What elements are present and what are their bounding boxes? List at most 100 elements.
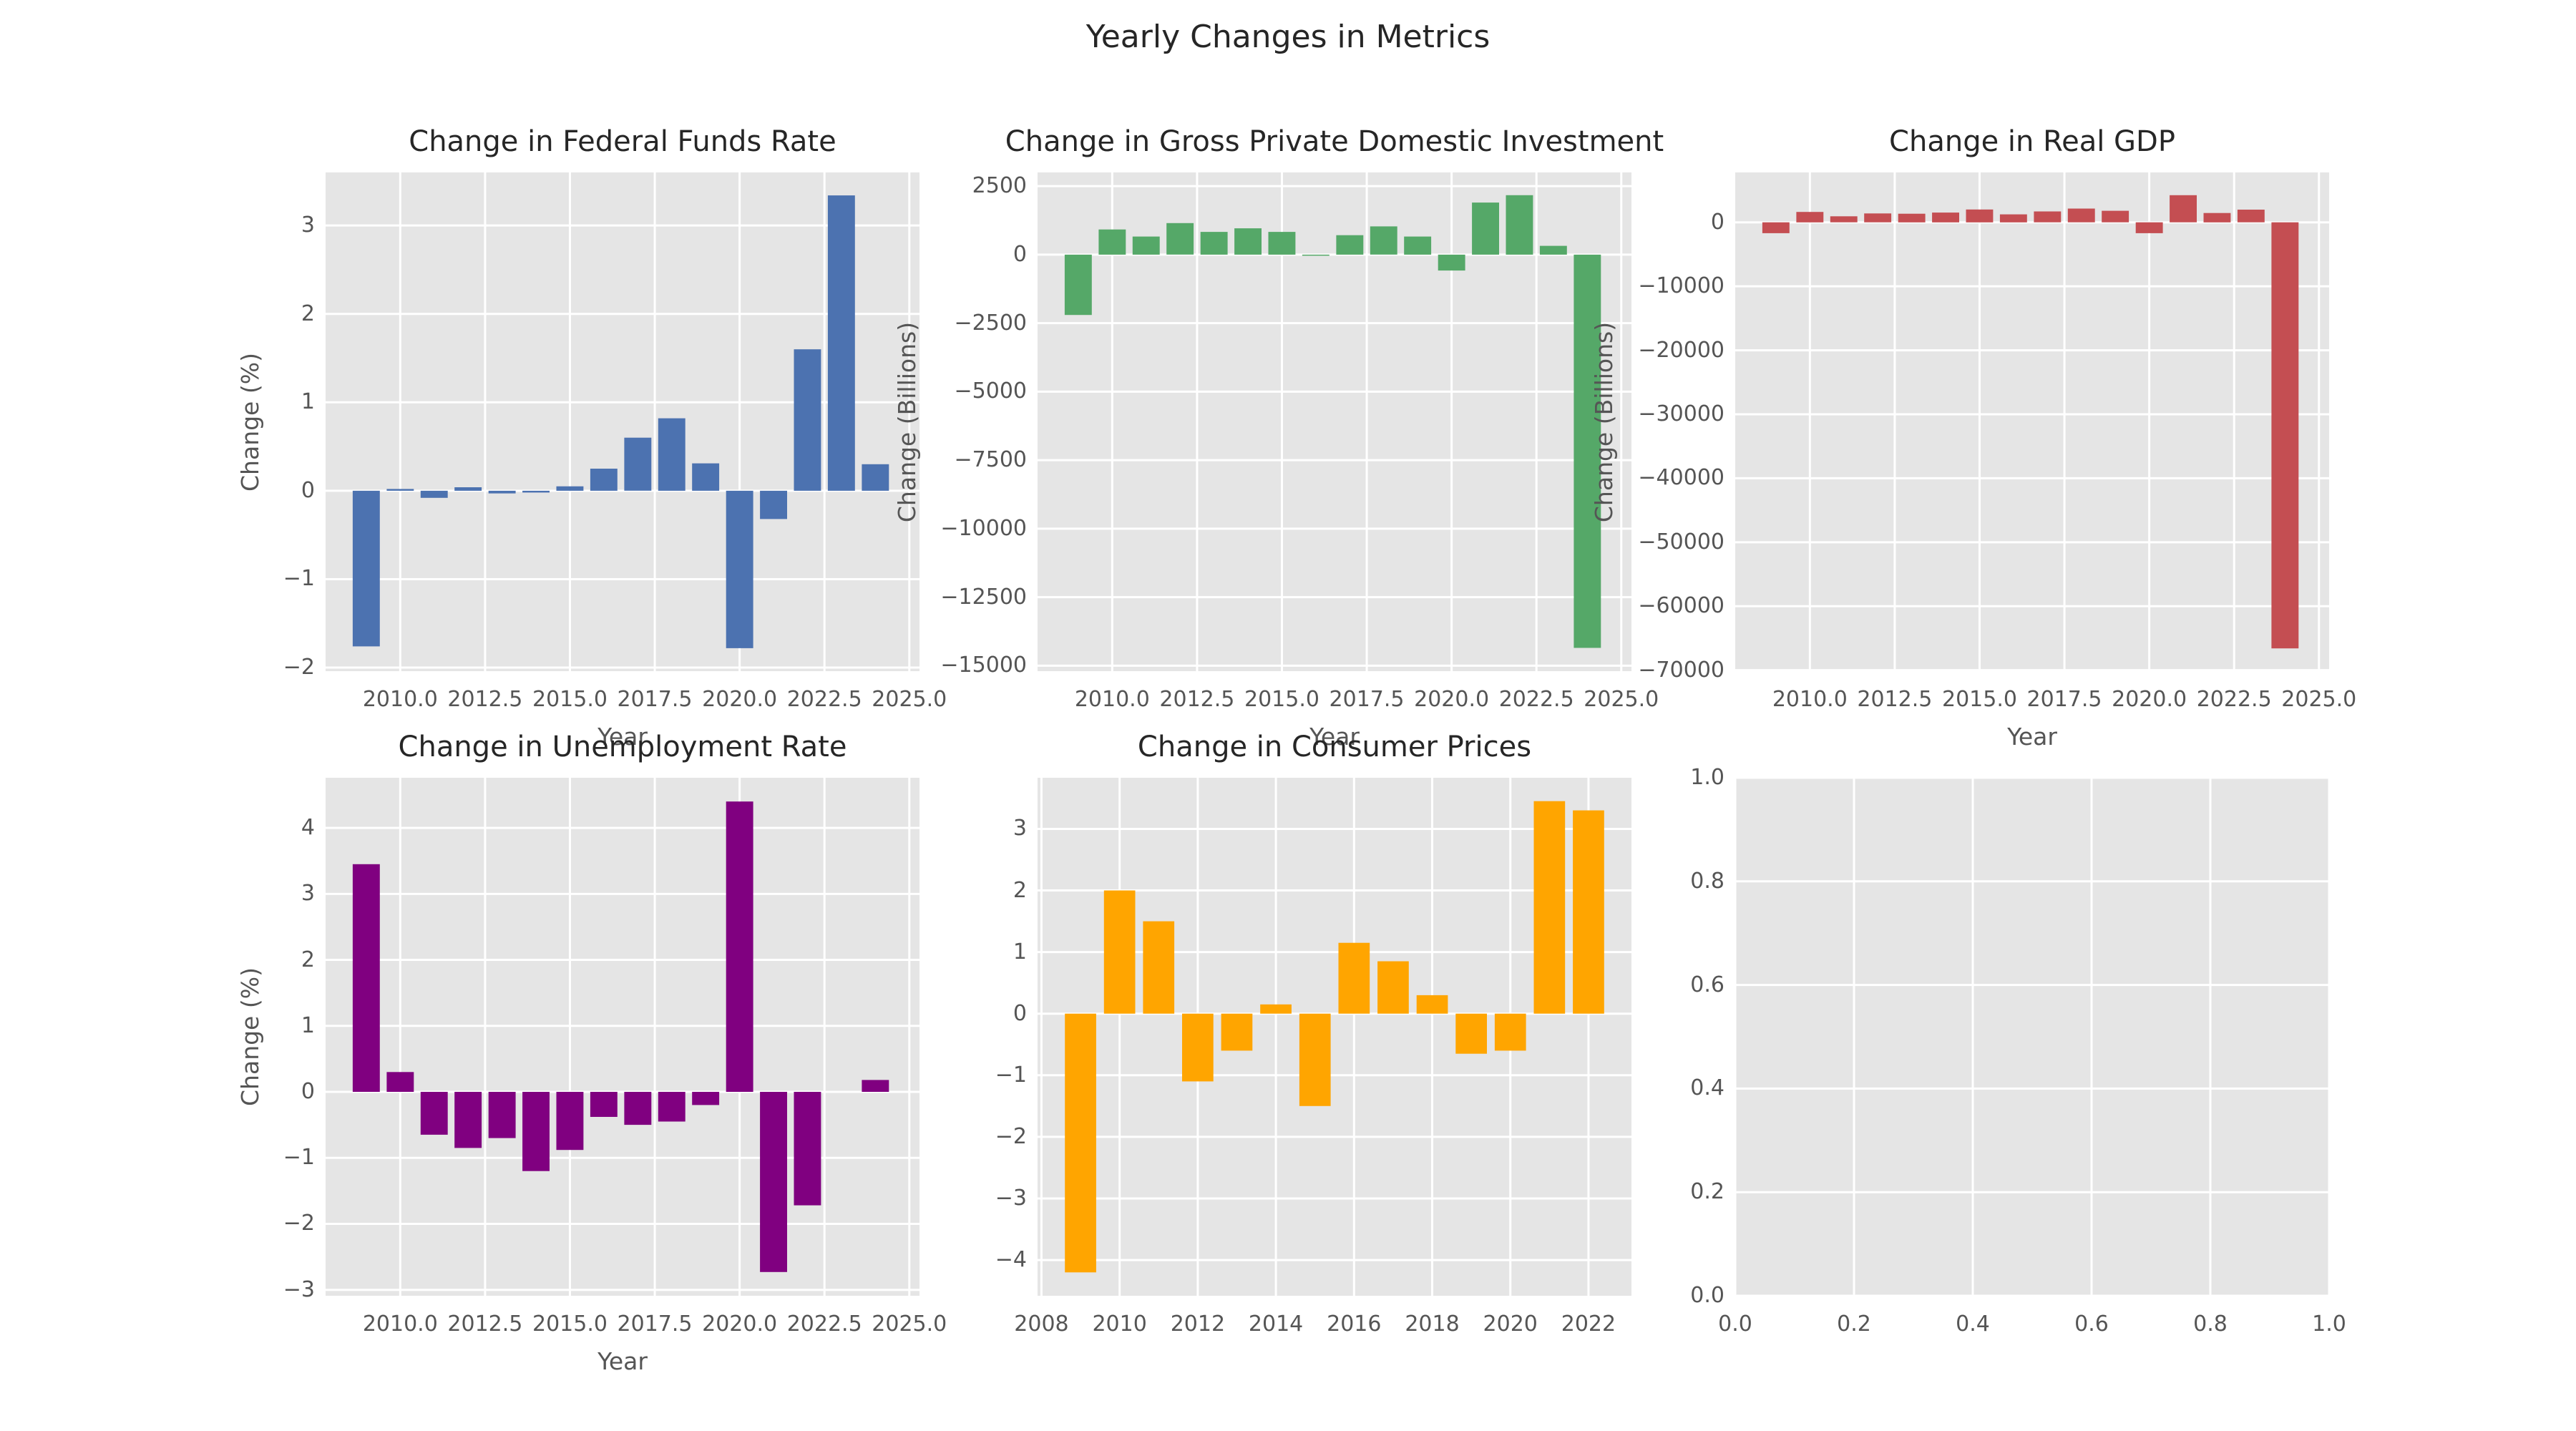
bar-2024 <box>862 464 889 491</box>
bar-2015 <box>556 1092 584 1151</box>
x-tick-label: 2010 <box>1092 1312 1147 1337</box>
x-axis-label <box>1120 1346 1549 1377</box>
bar-2016 <box>1302 254 1330 256</box>
x-tick-label: 2018 <box>1405 1312 1460 1337</box>
bar-2020 <box>2135 222 2163 233</box>
x-tick-label: 2010.0 <box>1772 687 1848 712</box>
x-tick-label: 0.0 <box>1718 1312 1752 1337</box>
y-tick-label: 0.2 <box>1690 1179 1724 1205</box>
bar-2022 <box>794 349 821 491</box>
bar-2024 <box>1574 254 1601 648</box>
bar-2013 <box>1221 1013 1253 1051</box>
x-tick-label: 2022 <box>1561 1312 1616 1337</box>
bar-2010 <box>1103 890 1136 1014</box>
y-tick-label: 0 <box>1710 209 1724 235</box>
plot-svg <box>1038 778 1631 1296</box>
bar-2020 <box>1494 1013 1526 1051</box>
x-tick-label: 2022.5 <box>1498 687 1574 712</box>
bar-2013 <box>488 490 516 494</box>
y-tick-label: 1 <box>301 389 315 415</box>
bar-2022 <box>794 1092 821 1206</box>
bar-2018 <box>658 418 686 491</box>
bar-2021 <box>760 490 787 519</box>
chart-title: Change in Consumer Prices <box>1137 731 1532 763</box>
y-tick-label: −3 <box>283 1276 315 1302</box>
x-tick-label: 2015.0 <box>1244 687 1319 712</box>
y-tick-label: −1 <box>283 1145 315 1171</box>
bar-2014 <box>522 1092 550 1171</box>
x-tick-label: 2025.0 <box>1584 687 1659 712</box>
y-tick-label: −15000 <box>940 653 1027 678</box>
y-tick-label: 1 <box>1013 939 1027 964</box>
y-tick-label: −30000 <box>1638 401 1724 426</box>
bar-2016 <box>1338 942 1370 1014</box>
plot-svg <box>1735 172 2329 671</box>
x-tick-label: 2025.0 <box>2281 687 2357 712</box>
plot-background <box>1735 778 2329 1296</box>
y-tick-label: −40000 <box>1638 465 1724 491</box>
y-tick-label: 2500 <box>972 173 1027 199</box>
plot-svg <box>1038 172 1631 671</box>
bar-2012 <box>1166 223 1194 255</box>
bar-2015 <box>556 486 584 491</box>
plot-background <box>326 172 919 671</box>
y-axis-label: Change (%) <box>236 352 264 492</box>
x-tick-label: 2017.5 <box>617 1312 693 1337</box>
y-tick-label: −1 <box>283 566 315 592</box>
y-tick-label: −4 <box>995 1247 1027 1273</box>
x-tick-label: 2012.5 <box>1159 687 1235 712</box>
x-tick-label: 2025.0 <box>872 687 947 712</box>
x-tick-label: 2015.0 <box>1941 687 2017 712</box>
bar-2009 <box>352 490 380 647</box>
chart-title: Change in Real GDP <box>1889 125 2175 158</box>
bar-2022 <box>1573 810 1604 1014</box>
y-tick-label: −10000 <box>1638 273 1724 299</box>
x-tick-label: 2012.5 <box>1857 687 1933 712</box>
plot-area <box>326 778 919 1296</box>
y-tick-label: 0.6 <box>1690 972 1724 997</box>
bar-2021 <box>1472 202 1499 255</box>
bar-2018 <box>658 1092 686 1122</box>
bar-2015 <box>1299 1013 1331 1106</box>
x-axis-label: Year <box>2007 723 2057 751</box>
bar-2013 <box>488 1092 516 1138</box>
y-tick-label: −3 <box>995 1185 1027 1211</box>
y-tick-label: 4 <box>301 815 315 841</box>
plot-background <box>1038 778 1631 1296</box>
bar-2022 <box>1506 195 1533 255</box>
bar-2018 <box>2067 208 2095 223</box>
y-tick-label: 0 <box>301 477 315 503</box>
plot-svg <box>1735 778 2329 1296</box>
y-tick-label: −2 <box>283 1211 315 1236</box>
bar-2012 <box>1864 213 1892 223</box>
x-tick-label: 2010.0 <box>362 687 438 712</box>
y-tick-label: −20000 <box>1638 337 1724 363</box>
bar-2017 <box>624 437 652 491</box>
y-tick-label: −5000 <box>954 378 1027 404</box>
bar-2023 <box>1539 245 1567 255</box>
bar-2016 <box>590 1092 618 1117</box>
plot-area <box>326 172 919 671</box>
y-tick-label: 2 <box>301 301 315 326</box>
bar-2015 <box>1268 232 1296 255</box>
y-tick-label: −1 <box>995 1062 1027 1088</box>
bar-2021 <box>1533 801 1566 1014</box>
y-tick-label: 3 <box>301 881 315 907</box>
x-tick-label: 2022.5 <box>2196 687 2272 712</box>
bar-2024 <box>862 1080 889 1092</box>
bar-2009 <box>1065 1013 1096 1273</box>
plot-background <box>1735 172 2329 671</box>
y-tick-label: −70000 <box>1638 657 1724 683</box>
plot-area <box>1038 172 1631 671</box>
bar-2018 <box>1416 995 1448 1014</box>
bar-2018 <box>1370 226 1397 255</box>
bar-2019 <box>692 1092 720 1105</box>
bar-2014 <box>1234 228 1262 255</box>
x-tick-label: 0.2 <box>1837 1312 1871 1337</box>
bar-2013 <box>1898 213 1926 223</box>
y-tick-label: −2 <box>995 1123 1027 1149</box>
bar-2019 <box>1404 236 1432 255</box>
